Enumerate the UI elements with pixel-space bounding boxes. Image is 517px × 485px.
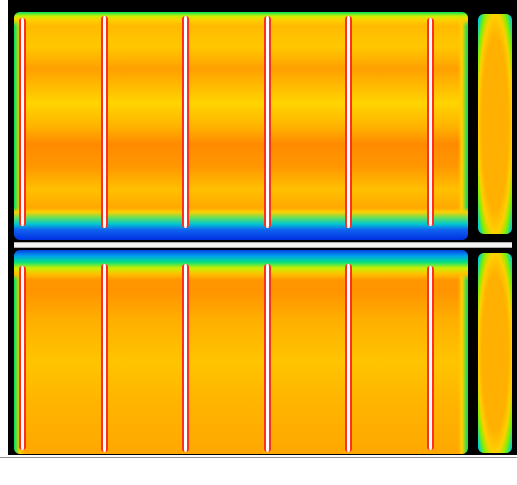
cell-bottom (14, 250, 468, 454)
cell-top (14, 12, 468, 240)
busbar (101, 16, 108, 228)
side-cell-bottom (478, 253, 512, 453)
busbar (345, 264, 352, 452)
busbar (19, 266, 26, 450)
busbar (427, 266, 434, 450)
bottom-rule (0, 457, 517, 458)
busbar (427, 18, 434, 226)
busbar (19, 18, 26, 226)
side-cell-top (478, 14, 512, 234)
seam (14, 242, 512, 248)
busbar (264, 16, 271, 228)
busbar (264, 264, 271, 452)
busbar (182, 264, 189, 452)
busbar (345, 16, 352, 228)
thermal-image (0, 0, 517, 485)
busbar (182, 16, 189, 228)
busbar (101, 264, 108, 452)
